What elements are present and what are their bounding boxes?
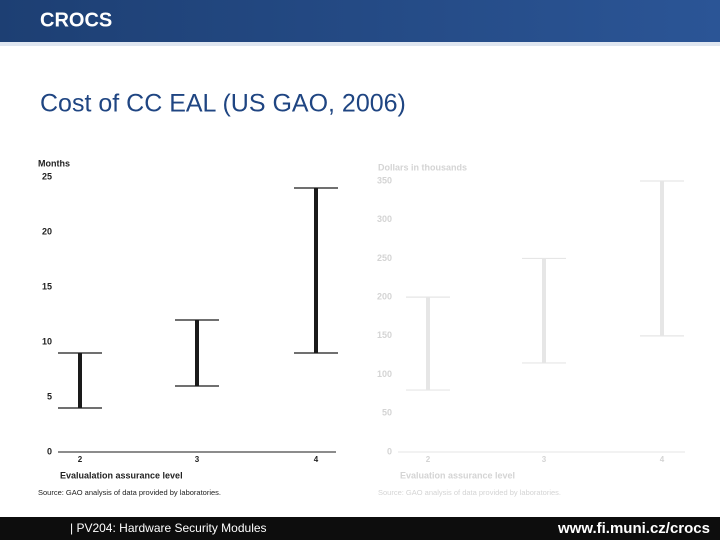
x-tick-label: 3 xyxy=(195,455,200,464)
y-tick-label: 200 xyxy=(377,292,392,302)
x-tick-label: 4 xyxy=(314,455,319,464)
header-shadow xyxy=(0,42,720,46)
x-tick-label: 3 xyxy=(542,455,547,464)
y-tick-label: 150 xyxy=(377,330,392,340)
y-tick-label: 15 xyxy=(42,281,52,291)
y-tick-label: 10 xyxy=(42,336,52,346)
x-tick-label: 2 xyxy=(78,455,83,464)
y-axis-label: Months xyxy=(38,158,70,168)
source-note: Source: GAO analysis of data provided by… xyxy=(378,488,561,497)
header-band xyxy=(0,0,720,42)
slide-title: Cost of CC EAL (US GAO, 2006) xyxy=(40,90,406,118)
footer-url: www.fi.muni.cz/crocs xyxy=(557,520,710,537)
x-axis-label: Evalualation assurance level xyxy=(60,470,183,480)
footer-course: | PV204: Hardware Security Modules xyxy=(70,521,267,535)
y-tick-label: 300 xyxy=(377,214,392,224)
footer-band xyxy=(0,517,720,540)
y-axis-label: Dollars in thousands xyxy=(378,162,467,172)
y-tick-label: 5 xyxy=(47,391,52,401)
y-tick-label: 350 xyxy=(377,175,392,185)
logo: CROCS xyxy=(40,9,112,31)
y-tick-label: 50 xyxy=(382,408,392,418)
x-axis-label: Evaluation assurance level xyxy=(400,470,515,480)
y-tick-label: 100 xyxy=(377,369,392,379)
y-tick-label: 0 xyxy=(47,446,52,456)
y-tick-label: 0 xyxy=(387,446,392,456)
source-note: Source: GAO analysis of data provided by… xyxy=(38,488,221,497)
y-tick-label: 25 xyxy=(42,171,52,181)
x-tick-label: 2 xyxy=(426,455,431,464)
x-tick-label: 4 xyxy=(660,455,665,464)
y-tick-label: 250 xyxy=(377,253,392,263)
y-tick-label: 20 xyxy=(42,226,52,236)
